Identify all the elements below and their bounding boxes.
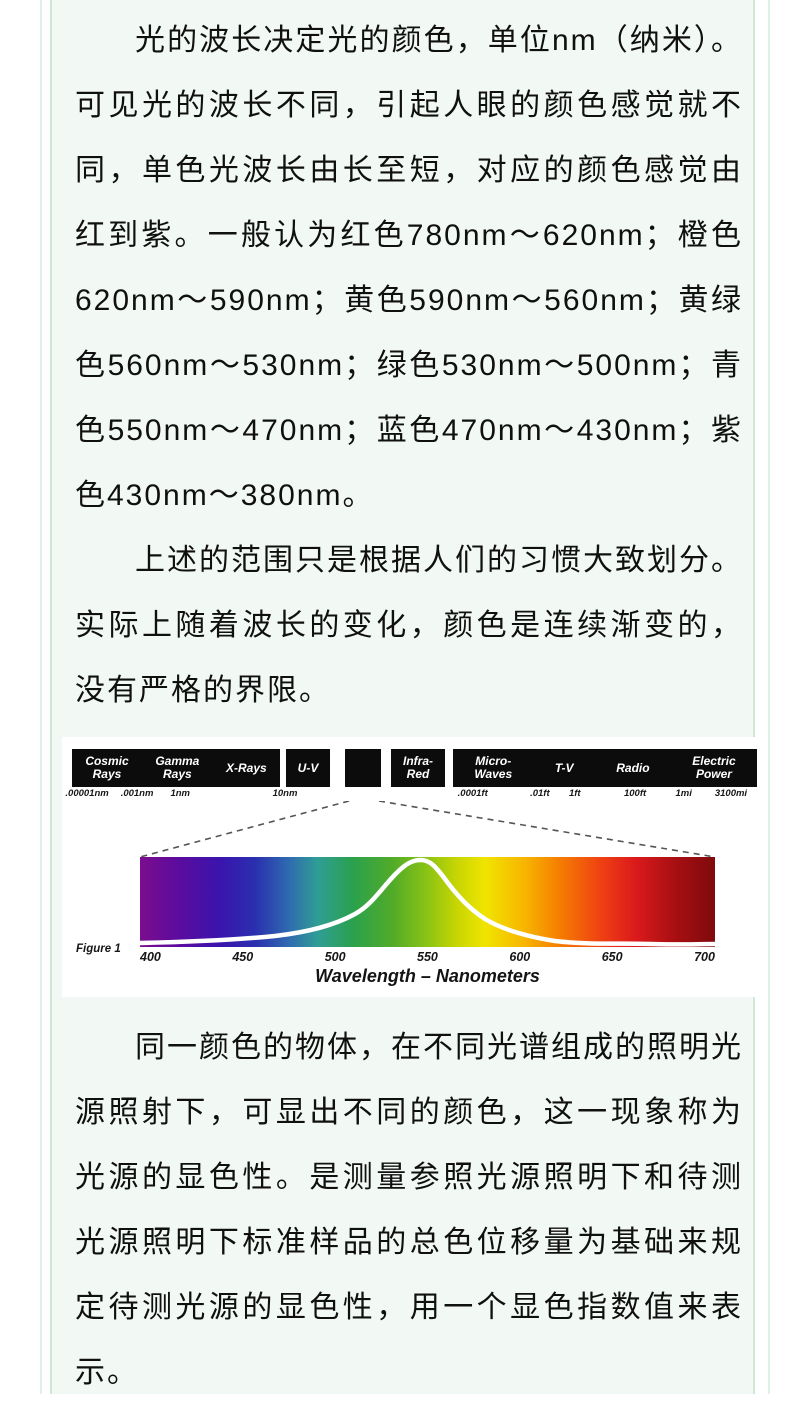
- em-segment-longwaves: Micro- Waves T-V Radio Electric Power: [453, 749, 757, 787]
- figure-label: Figure 1: [76, 943, 121, 955]
- scale-label: 100ft: [623, 788, 647, 799]
- em-band-bar: Cosmic Rays Gamma Rays X-Rays: [72, 749, 757, 787]
- em-band-cosmic-rays: Cosmic Rays: [85, 754, 129, 781]
- scale-label: .00001nm: [65, 788, 109, 799]
- scale-label: 1nm: [170, 788, 190, 799]
- em-segment-visible-window: [345, 749, 381, 787]
- em-band-tv: T-V: [554, 760, 574, 775]
- tick-400: 400: [140, 950, 161, 964]
- scale-label: 1mi: [675, 788, 692, 799]
- x-axis-title: Wavelength – Nanometers: [315, 966, 540, 986]
- em-band-electric-power: Electric Power: [692, 754, 736, 781]
- em-segment-infrared: Infra- Red: [391, 749, 445, 787]
- em-band-gamma-rays: Gamma Rays: [155, 754, 200, 781]
- em-segment-shortwaves: Cosmic Rays Gamma Rays X-Rays: [72, 749, 280, 787]
- tick-650: 650: [601, 950, 623, 964]
- em-band-infra-red: Infra- Red: [403, 754, 433, 781]
- paragraph-wavelength-color: 光的波长决定光的颜色，单位nm（纳米）。可见光的波长不同，引起人眼的颜色感觉就不…: [75, 24, 743, 512]
- zoom-out-dashed-lines: [139, 801, 716, 857]
- em-band-uv: U-V: [297, 760, 319, 775]
- paragraph-color-rendering: 同一颜色的物体，在不同光谱组成的照明光源照射下，可显出不同的颜色，这一现象称为光…: [75, 1031, 743, 1389]
- scale-label: 10nm: [272, 788, 298, 799]
- em-segment-uv: U-V: [286, 749, 330, 787]
- article-content: 光的波长决定光的颜色，单位nm（纳米）。可见光的波长不同，引起人眼的颜色感觉就不…: [52, 0, 767, 1405]
- em-band-radio: Radio: [616, 760, 650, 775]
- article-card: 光的波长决定光的颜色，单位nm（纳米）。可见光的波长不同，引起人眼的颜色感觉就不…: [50, 0, 767, 1394]
- em-spectrum-figure-inner: Cosmic Rays Gamma Rays X-Rays: [65, 749, 757, 987]
- scale-label: .001nm: [120, 788, 154, 799]
- tick-550: 550: [417, 950, 438, 964]
- tick-500: 500: [324, 950, 346, 964]
- paragraph-range-note: 上述的范围只是根据人们的习惯大致划分。实际上随着波长的变化，颜色是连续渐变的，没…: [75, 544, 743, 707]
- wavelength-tick-row: 400 450 500 550 600 650 700: [140, 947, 715, 964]
- scale-label: .01ft: [530, 788, 550, 799]
- eye-sensitivity-curve: [140, 857, 715, 947]
- tick-700: 700: [694, 950, 715, 964]
- scale-label: .0001ft: [457, 788, 488, 799]
- em-scale-row: .00001nm .001nm 1nm 10nm .0001ft .01ft 1…: [65, 787, 757, 801]
- scale-label: 3100mi: [714, 788, 748, 799]
- em-band-x-rays: X-Rays: [225, 760, 267, 775]
- outer-left-guide-line: [40, 0, 42, 1394]
- tick-600: 600: [509, 950, 531, 964]
- em-band-micro-waves: Micro- Waves: [474, 754, 513, 781]
- scale-label: 1ft: [568, 788, 581, 799]
- tick-450: 450: [232, 950, 254, 964]
- em-spectrum-figure: Cosmic Rays Gamma Rays X-Rays: [62, 737, 767, 997]
- outer-right-guide-line: [768, 0, 770, 1394]
- visible-spectrum-band: [140, 857, 715, 947]
